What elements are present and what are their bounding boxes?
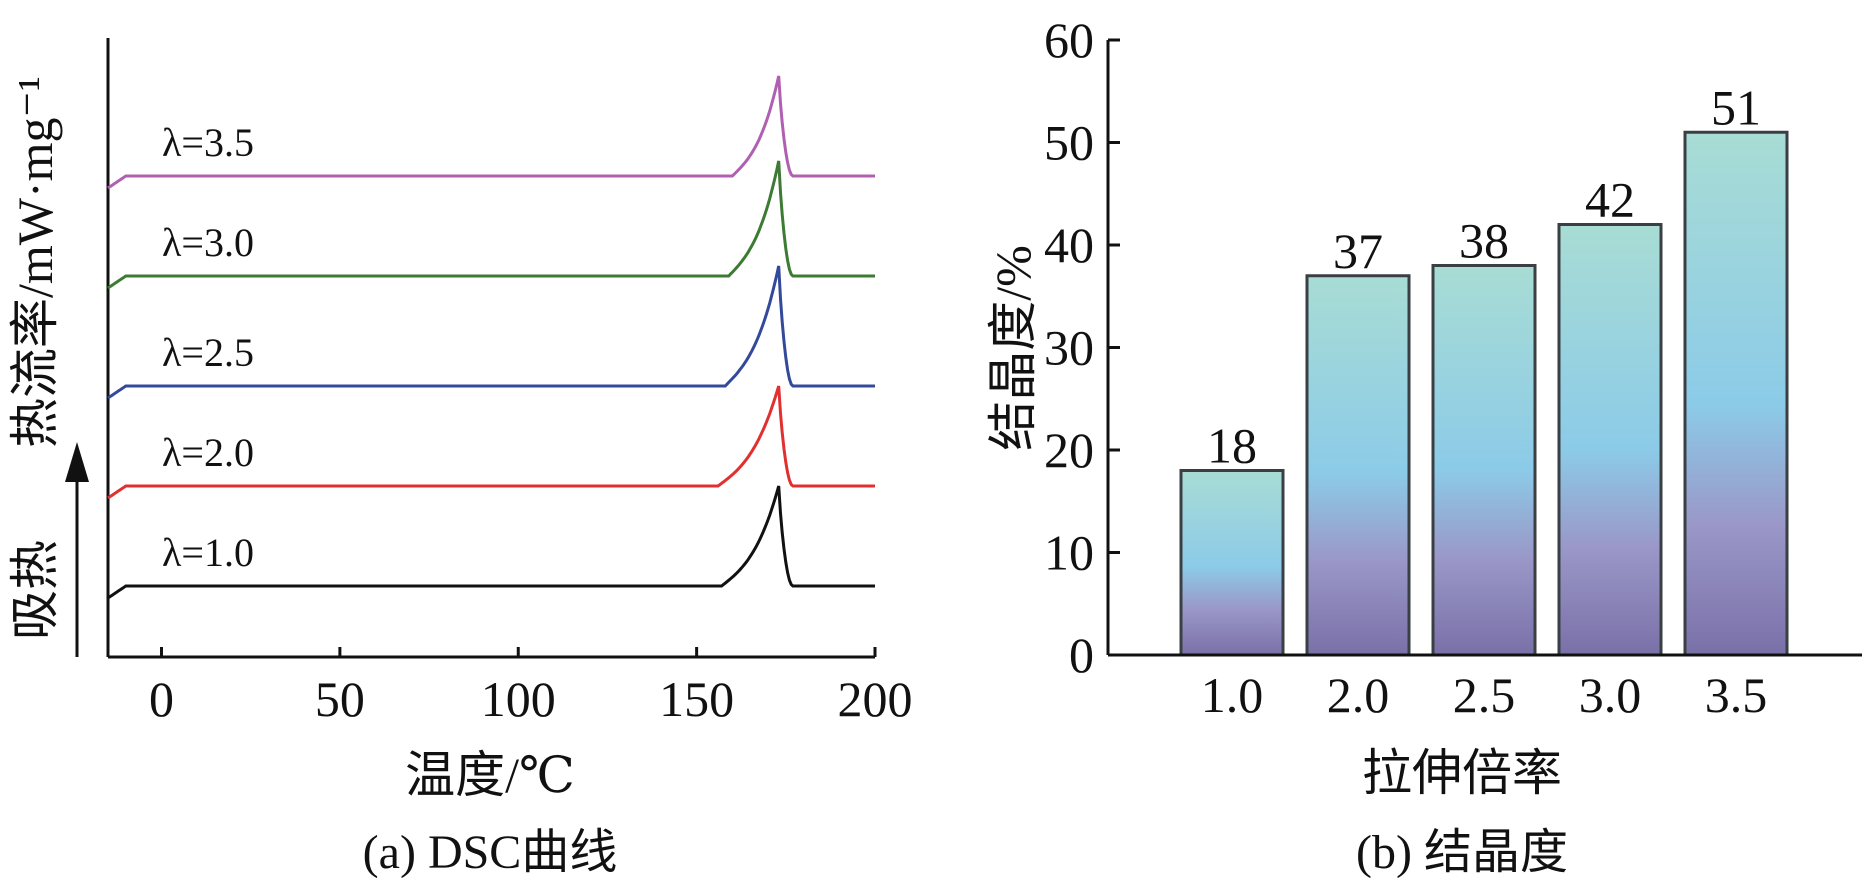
dsc-x-tick-label: 50 bbox=[315, 671, 365, 727]
dsc-series-group: λ=1.0 λ=2.0 λ=2.5 λ=3.0 λ=3.5 bbox=[107, 75, 875, 600]
bar-category-label: 3.5 bbox=[1705, 667, 1768, 723]
endotherm-label: 吸热 bbox=[7, 540, 63, 640]
crystallinity-bar bbox=[1431, 264, 1537, 657]
dsc-series-line bbox=[107, 160, 875, 290]
bar-category-label: 1.0 bbox=[1201, 667, 1264, 723]
bar-value-label: 18 bbox=[1207, 418, 1257, 474]
dsc-series-label: λ=2.5 bbox=[162, 330, 254, 375]
bar-y-tick-label: 10 bbox=[1044, 525, 1094, 581]
dsc-x-tick-label: 100 bbox=[481, 671, 556, 727]
dsc-x-tick-label: 0 bbox=[149, 671, 174, 727]
bar-y-axis-title: 结晶度/% bbox=[985, 245, 1041, 451]
dsc-caption: (a) DSC曲线 bbox=[363, 826, 618, 879]
dsc-series-label: λ=3.5 bbox=[162, 120, 254, 165]
crystallinity-bar bbox=[1683, 130, 1789, 657]
bar-y-ticks: 0 10 20 30 40 50 60 bbox=[1044, 12, 1120, 683]
bar-y-tick-label: 40 bbox=[1044, 217, 1094, 273]
dsc-series-label: λ=2.0 bbox=[162, 430, 254, 475]
endotherm-arrow-head-icon bbox=[65, 442, 89, 482]
bar-value-label: 37 bbox=[1333, 223, 1383, 279]
bar-y-tick-label: 0 bbox=[1069, 627, 1094, 683]
dsc-series-label: λ=1.0 bbox=[162, 530, 254, 575]
dsc-x-ticks: 0 50 100 150 200 bbox=[149, 647, 913, 727]
dsc-series-line bbox=[107, 265, 875, 400]
dsc-x-axis-title: 温度/℃ bbox=[405, 747, 575, 803]
bar-caption: (b) 结晶度 bbox=[1356, 826, 1568, 879]
dsc-x-tick-label: 150 bbox=[659, 671, 734, 727]
bar-category-label: 2.0 bbox=[1327, 667, 1390, 723]
bar-category-label: 2.5 bbox=[1453, 667, 1516, 723]
bar-bars-group: 18 1.0 37 2.0 38 2.5 42 3.0 51 3.5 bbox=[1179, 79, 1789, 723]
bar-y-tick-label: 30 bbox=[1044, 320, 1094, 376]
crystallinity-bar bbox=[1179, 469, 1285, 657]
bar-y-tick-label: 20 bbox=[1044, 422, 1094, 478]
dsc-chart: 0 50 100 150 200 λ=1.0 λ=2.0 λ=2.5 λ=3.0 λ=3.5 温… bbox=[7, 38, 913, 879]
dsc-y-axis-title: 热流率/mW·mg⁻¹ bbox=[7, 76, 63, 448]
dsc-x-tick-label: 200 bbox=[838, 671, 913, 727]
dsc-series-line bbox=[107, 385, 875, 500]
bar-value-label: 51 bbox=[1711, 79, 1761, 135]
bar-value-label: 38 bbox=[1459, 213, 1509, 269]
bar-y-tick-label: 60 bbox=[1044, 12, 1094, 68]
crystallinity-bar bbox=[1557, 223, 1663, 657]
dsc-series-line bbox=[107, 485, 875, 600]
bar-x-axis-title: 拉伸倍率 bbox=[1362, 745, 1562, 801]
crystallinity-bar bbox=[1305, 274, 1411, 657]
dsc-series-line bbox=[107, 75, 875, 190]
bar-category-label: 3.0 bbox=[1579, 667, 1642, 723]
bar-value-label: 42 bbox=[1585, 172, 1635, 228]
bar-y-tick-label: 50 bbox=[1044, 115, 1094, 171]
dsc-series-label: λ=3.0 bbox=[162, 220, 254, 265]
